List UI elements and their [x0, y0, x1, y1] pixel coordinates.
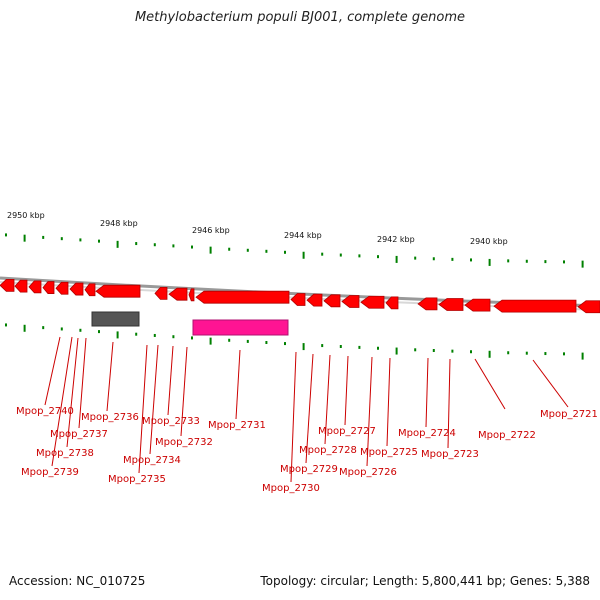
leader-line	[235, 349, 241, 420]
leader-line	[149, 344, 159, 455]
gene-label-mpop-2739[interactable]: Mpop_2739	[21, 467, 79, 478]
gene-labels: Mpop_2740 Mpop_2739 Mpop_2738 Mpop_2737 …	[16, 406, 598, 494]
leader-line	[305, 353, 314, 464]
outer-scale-ticks	[5, 233, 584, 268]
gene-label-mpop-2731[interactable]: Mpop_2731	[208, 420, 266, 431]
leader-line	[167, 345, 174, 416]
gene-arrow	[341, 295, 360, 308]
gene-arrow	[323, 294, 341, 308]
gene-label-mpop-2722[interactable]: Mpop_2722	[478, 430, 536, 441]
gene-label-mpop-2723[interactable]: Mpop_2723	[421, 449, 479, 460]
leader-line	[138, 344, 148, 474]
gene-arrow	[360, 295, 385, 309]
gene-arrow	[493, 299, 577, 313]
gene-arrow	[28, 280, 42, 294]
gene-label-mpop-2729[interactable]: Mpop_2729	[280, 464, 338, 475]
leader-line	[106, 341, 114, 412]
gene-label-mpop-2734[interactable]: Mpop_2734	[123, 455, 181, 466]
leader-line	[386, 357, 391, 447]
gene-arrow	[84, 283, 96, 297]
gene-arrow	[306, 293, 323, 307]
accession-text: Accession: NC_010725	[9, 574, 146, 588]
leader-line	[366, 356, 373, 467]
kbp-label-2946: 2946 kbp	[192, 226, 230, 235]
kbp-scale-labels: 2950 kbp 2948 kbp 2946 kbp 2944 kbp 2942…	[7, 211, 508, 246]
gene-arrow	[168, 287, 188, 301]
leader-line	[425, 357, 429, 428]
gene-arrow	[55, 281, 69, 295]
gene-label-mpop-2726[interactable]: Mpop_2726	[339, 467, 397, 478]
gene-arrow	[154, 286, 168, 300]
inner-scale-ticks	[5, 323, 584, 360]
gene-arrow	[69, 282, 84, 296]
gene-arrow	[417, 297, 438, 311]
gene-label-mpop-2740[interactable]: Mpop_2740	[16, 406, 74, 417]
gene-label-mpop-2738[interactable]: Mpop_2738	[36, 448, 94, 459]
gene-arrow	[290, 293, 306, 306]
gene-label-mpop-2733[interactable]: Mpop_2733	[142, 416, 200, 427]
gene-label-mpop-2724[interactable]: Mpop_2724	[398, 428, 456, 439]
leader-line	[51, 336, 73, 467]
leader-line	[78, 337, 87, 429]
gene-arrow	[95, 284, 141, 298]
topology-text: Topology: circular; Length: 5,800,441 bp…	[260, 574, 590, 588]
gene-label-mpop-2736[interactable]: Mpop_2736	[81, 412, 139, 423]
gene-arrow	[464, 298, 491, 312]
gene-label-mpop-2727[interactable]: Mpop_2727	[318, 426, 376, 437]
leader-line	[344, 355, 349, 426]
kbp-label-2948: 2948 kbp	[100, 219, 138, 228]
highlighted-gene	[192, 319, 289, 336]
kbp-label-2942: 2942 kbp	[377, 235, 415, 244]
leader-line	[44, 336, 61, 406]
leader-line	[180, 346, 188, 437]
gene-arrow	[42, 281, 55, 294]
gene-arrow	[14, 279, 28, 293]
leader-line	[324, 354, 331, 445]
gene-arrow	[0, 278, 15, 292]
leader-line	[66, 337, 79, 448]
map-title: Methylobacterium populi BJ001, complete …	[134, 10, 466, 25]
label-leader-lines	[44, 336, 569, 483]
gene-arrow	[577, 300, 600, 314]
gene-arrow	[438, 298, 464, 311]
leader-line	[474, 358, 506, 410]
gene-arrow	[188, 288, 195, 302]
rna-feature	[91, 311, 140, 327]
kbp-label-2950: 2950 kbp	[7, 211, 45, 220]
gene-arrow	[385, 296, 399, 310]
gene-label-mpop-2735[interactable]: Mpop_2735	[108, 474, 166, 485]
gene-arrow	[195, 290, 290, 304]
leader-line	[447, 358, 451, 449]
gene-label-mpop-2725[interactable]: Mpop_2725	[360, 447, 418, 458]
leader-line	[532, 359, 569, 408]
gene-features	[0, 278, 600, 336]
gene-label-mpop-2732[interactable]: Mpop_2732	[155, 437, 213, 448]
gene-label-mpop-2737[interactable]: Mpop_2737	[50, 429, 108, 440]
kbp-label-2940: 2940 kbp	[470, 237, 508, 246]
gene-label-mpop-2728[interactable]: Mpop_2728	[299, 445, 357, 456]
leader-line	[290, 351, 297, 483]
gene-label-mpop-2721[interactable]: Mpop_2721	[540, 409, 598, 420]
gene-label-mpop-2730[interactable]: Mpop_2730	[262, 483, 320, 494]
kbp-label-2944: 2944 kbp	[284, 231, 322, 240]
